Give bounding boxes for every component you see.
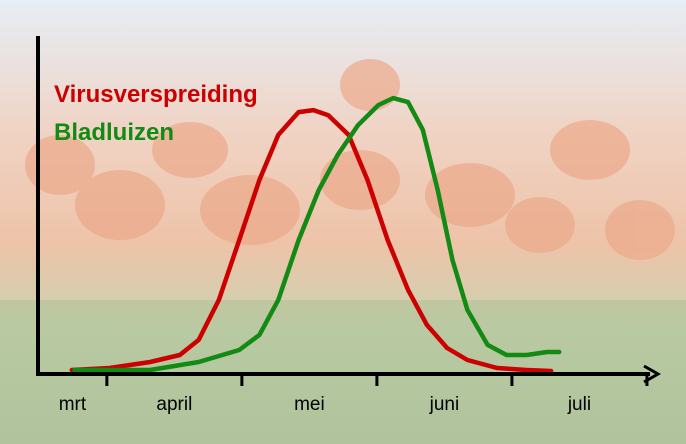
background	[0, 0, 686, 444]
x-category-label: april	[156, 394, 192, 415]
x-category-label: mrt	[59, 394, 87, 415]
legend-label: Bladluizen	[54, 119, 174, 146]
x-category-label: juli	[567, 394, 591, 415]
x-category-label: juni	[429, 394, 460, 415]
chart: Virusverspreiding Bladluizen mrt april mei…	[0, 0, 686, 444]
x-category-label: mei	[294, 394, 325, 415]
legend-label: Virusverspreiding	[54, 81, 258, 108]
